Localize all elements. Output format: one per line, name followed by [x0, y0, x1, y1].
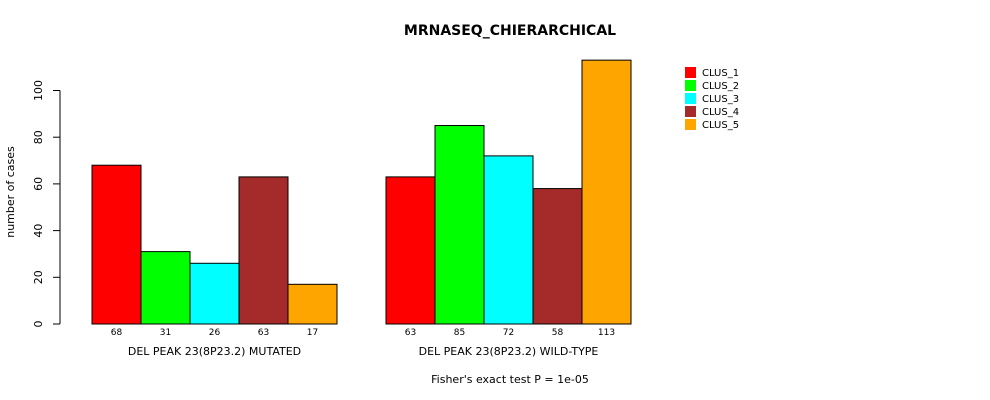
y-axis: 0 20 40 60 80 100: [32, 80, 61, 328]
bar-clus-5-group-2: [581, 59, 632, 325]
legend-label: CLUS_3: [702, 94, 739, 105]
y-tick-label: 60: [32, 177, 45, 191]
y-tick-label: 20: [32, 270, 45, 284]
bar-clus-4-group-1: [238, 176, 289, 325]
legend-label: CLUS_1: [702, 68, 739, 79]
bar-clus-5-group-1: [287, 283, 338, 325]
group-labels-layer: DEL PEAK 23(8P23.2) MUTATED DEL PEAK 23(8…: [128, 345, 599, 358]
y-tick-label: 0: [32, 321, 45, 328]
fisher-test-note: Fisher's exact test P = 1e-05: [431, 373, 589, 386]
legend-swatch: [685, 80, 696, 91]
legend-swatch: [685, 106, 696, 117]
bar-value-label: 63: [405, 328, 416, 338]
y-tick-label: 100: [32, 80, 45, 101]
bar-clus-1-group-1: [91, 164, 142, 325]
y-axis-label: number of cases: [4, 146, 17, 238]
y-tick-label: 80: [32, 130, 45, 144]
bar-value-label: 85: [454, 328, 465, 338]
group-label-1: DEL PEAK 23(8P23.2) MUTATED: [128, 345, 301, 358]
bar-clus-3-group-2: [483, 155, 534, 325]
legend-swatch: [685, 67, 696, 78]
bar-clus-1-group-2: [385, 176, 436, 325]
legend-swatch: [685, 119, 696, 130]
legend-label: CLUS_5: [702, 120, 739, 131]
bar-value-label: 113: [598, 328, 615, 338]
bar-clus-2-group-1: [140, 251, 191, 325]
legend: CLUS_1 CLUS_2 CLUS_3 CLUS_4 CLUS_5: [685, 67, 739, 131]
legend-label: CLUS_4: [702, 107, 739, 118]
group-label-2: DEL PEAK 23(8P23.2) WILD-TYPE: [419, 345, 599, 358]
legend-swatch: [685, 93, 696, 104]
bars-layer: [91, 59, 632, 325]
y-tick-label: 40: [32, 224, 45, 238]
value-labels-layer: 68 31 26 63 17 63 85 72 58 113: [111, 328, 615, 338]
bar-value-label: 68: [111, 328, 123, 338]
bar-value-label: 17: [307, 328, 318, 338]
bar-value-label: 26: [209, 328, 221, 338]
bar-value-label: 72: [503, 328, 514, 338]
bar-value-label: 63: [258, 328, 269, 338]
bar-value-label: 31: [160, 328, 171, 338]
bar-value-label: 58: [552, 328, 564, 338]
bar-clus-4-group-2: [532, 188, 583, 325]
legend-label: CLUS_2: [702, 81, 739, 92]
bar-clus-3-group-1: [189, 262, 240, 325]
chart-title: MRNASEQ_CHIERARCHICAL: [404, 23, 616, 39]
bar-clus-2-group-2: [434, 125, 485, 325]
